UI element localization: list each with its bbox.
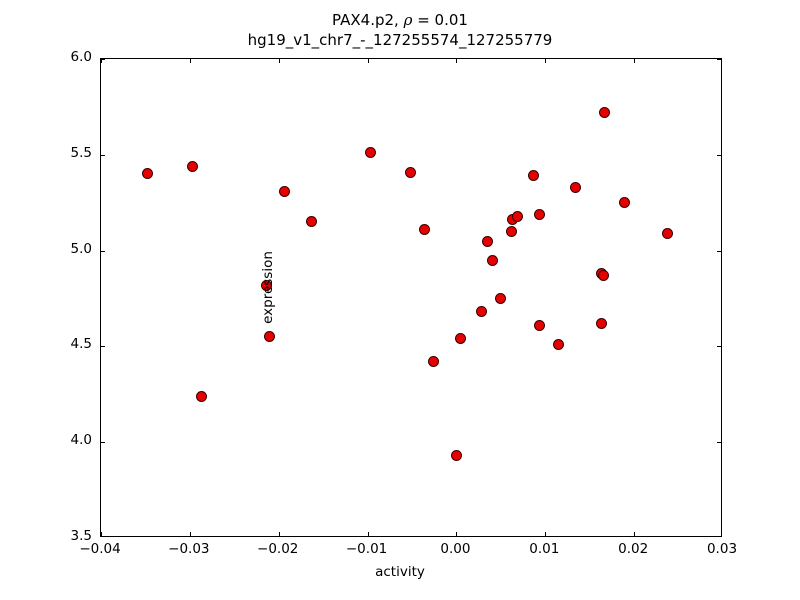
y-tick-right xyxy=(717,154,721,156)
chart-title-line-2: hg19_v1_chr7_-_127255574_127255779 xyxy=(247,31,553,49)
x-tick-label: −0.03 xyxy=(168,541,210,557)
y-tick xyxy=(101,154,105,156)
y-tick-right xyxy=(717,59,721,60)
x-tick-label: 0.02 xyxy=(618,541,649,557)
data-point xyxy=(260,279,272,291)
data-point xyxy=(482,235,494,247)
data-point xyxy=(278,185,290,197)
x-tick xyxy=(367,532,369,536)
data-point xyxy=(418,224,430,236)
x-tick-label: −0.04 xyxy=(79,541,121,557)
y-axis-label: expression xyxy=(259,251,276,324)
data-point xyxy=(598,270,610,281)
data-point xyxy=(264,331,276,343)
x-tick-label: 0.00 xyxy=(440,541,471,557)
data-point xyxy=(306,216,318,228)
plot-area xyxy=(100,58,722,537)
rho-value: = 0.01 xyxy=(412,11,468,29)
x-tick-top xyxy=(278,59,280,63)
chart-title-line-1: PAX4.p2, ρ = 0.01 xyxy=(0,10,800,30)
x-tick xyxy=(189,532,191,536)
data-point xyxy=(595,317,607,329)
x-tick-label: −0.02 xyxy=(257,541,299,557)
y-tick-right xyxy=(717,250,721,252)
y-tick xyxy=(101,346,105,348)
data-point xyxy=(450,450,462,462)
y-tick xyxy=(101,250,105,252)
data-point xyxy=(661,227,673,239)
x-tick-label: 0.03 xyxy=(706,541,738,557)
y-tick xyxy=(101,442,105,444)
x-tick xyxy=(278,532,280,536)
data-point xyxy=(512,210,524,222)
x-tick-top xyxy=(367,59,369,63)
data-point xyxy=(195,390,207,402)
data-point xyxy=(404,166,416,178)
x-tick xyxy=(545,532,547,536)
x-tick-top xyxy=(189,59,191,63)
y-tick xyxy=(101,59,105,60)
x-tick-label: 0.01 xyxy=(529,541,560,557)
x-tick xyxy=(101,532,102,536)
data-point xyxy=(141,168,153,180)
data-point xyxy=(506,225,518,237)
data-point xyxy=(618,197,630,209)
y-tick-right xyxy=(717,346,721,348)
data-point xyxy=(487,254,499,266)
y-tick-right xyxy=(717,442,721,444)
x-tick-top xyxy=(101,59,102,63)
rho-symbol: ρ xyxy=(403,11,413,29)
chart-title: PAX4.p2, ρ = 0.01 hg19_v1_chr7_-_1272555… xyxy=(0,10,800,50)
data-point xyxy=(569,181,581,193)
x-tick-top xyxy=(456,59,458,63)
x-tick xyxy=(634,532,636,536)
x-tick xyxy=(456,532,458,536)
data-point xyxy=(475,306,487,318)
x-axis-label: activity xyxy=(375,564,425,580)
data-point xyxy=(495,293,507,304)
x-tick-label: −0.01 xyxy=(345,541,388,557)
data-point xyxy=(528,170,540,182)
data-point xyxy=(187,160,199,172)
x-tick-top xyxy=(545,59,547,63)
x-tick-top xyxy=(634,59,636,63)
data-point xyxy=(599,107,611,119)
data-point xyxy=(553,338,565,350)
title-prefix: PAX4.p2, xyxy=(332,11,404,29)
data-point xyxy=(533,208,545,220)
data-point xyxy=(364,147,376,159)
data-point xyxy=(455,333,467,345)
data-point xyxy=(533,319,545,331)
data-point xyxy=(427,356,439,368)
